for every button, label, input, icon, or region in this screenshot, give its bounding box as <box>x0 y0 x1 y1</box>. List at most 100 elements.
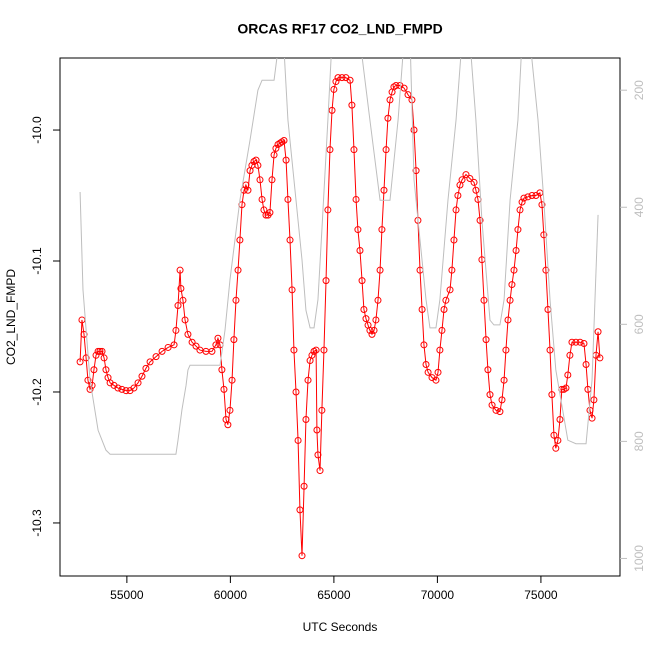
data-point <box>462 171 470 179</box>
data-point <box>594 328 602 336</box>
data-point <box>118 385 126 393</box>
data-point <box>476 216 484 224</box>
data-point <box>312 346 320 354</box>
data-point <box>550 431 558 439</box>
data-point <box>286 236 294 244</box>
data-point <box>236 236 244 244</box>
data-point <box>356 247 364 255</box>
data-point <box>288 286 296 294</box>
y-tick-label: -10.2 <box>30 378 44 406</box>
data-point <box>512 247 520 255</box>
data-point <box>88 381 96 389</box>
data-point <box>524 193 532 201</box>
data-point <box>122 387 130 395</box>
data-point <box>448 266 456 274</box>
data-point <box>92 351 100 359</box>
data-point <box>188 338 196 346</box>
data-point <box>214 334 222 342</box>
data-point <box>314 451 322 459</box>
data-point <box>354 226 362 234</box>
data-point <box>492 406 500 414</box>
data-point <box>546 346 554 354</box>
y2-tick-label: 600 <box>632 314 646 334</box>
data-point <box>220 385 228 393</box>
data-point <box>432 376 440 384</box>
data-point <box>596 354 604 362</box>
y-tick-label: -10.0 <box>30 116 44 144</box>
data-point <box>564 371 572 379</box>
data-point <box>328 106 336 114</box>
plot-area <box>76 58 604 560</box>
data-point <box>181 316 189 324</box>
data-point <box>304 376 312 384</box>
data-point <box>378 226 386 234</box>
data-point <box>440 305 448 313</box>
data-point <box>350 146 358 154</box>
data-point <box>518 198 526 206</box>
data-point <box>392 82 400 90</box>
y2-tick-label: 400 <box>632 197 646 217</box>
data-point <box>76 358 84 366</box>
data-point <box>520 194 528 202</box>
data-point <box>290 346 298 354</box>
data-point <box>316 467 324 475</box>
pressure-line <box>79 58 599 455</box>
data-point <box>470 178 478 186</box>
data-point <box>362 315 370 323</box>
data-point <box>152 353 160 361</box>
data-point <box>582 360 590 368</box>
data-point <box>438 326 446 334</box>
data-point <box>86 385 94 393</box>
x-tick-label: 55000 <box>110 588 144 602</box>
data-point <box>572 338 580 346</box>
data-point <box>500 376 508 384</box>
data-point <box>208 347 216 355</box>
y-tick-label: -10.3 <box>30 509 44 537</box>
y2-tick-label: 800 <box>632 431 646 451</box>
data-point <box>302 415 310 423</box>
data-point <box>146 358 154 366</box>
data-point <box>96 347 104 355</box>
data-point <box>540 231 548 239</box>
data-point <box>218 366 226 374</box>
data-point <box>308 351 316 359</box>
data-point <box>436 346 444 354</box>
data-point <box>556 415 564 423</box>
data-point <box>164 343 172 351</box>
data-point <box>538 201 546 209</box>
data-point <box>324 206 332 214</box>
data-point <box>360 305 368 313</box>
data-point <box>266 209 274 217</box>
data-point <box>420 341 428 349</box>
data-point <box>488 401 496 409</box>
data-point <box>510 266 518 274</box>
data-point <box>244 186 252 194</box>
data-point <box>326 146 334 154</box>
y2-tick-label: 200 <box>632 80 646 100</box>
data-point <box>272 144 280 152</box>
data-point <box>446 286 454 294</box>
data-point <box>466 174 474 182</box>
data-point <box>472 186 480 194</box>
data-point <box>226 406 234 414</box>
data-point <box>332 78 340 86</box>
data-point <box>450 236 458 244</box>
data-point <box>576 338 584 346</box>
data-point <box>90 366 98 374</box>
data-point <box>410 126 418 134</box>
y2-tick-label: 1000 <box>632 545 646 572</box>
data-point <box>458 176 466 184</box>
data-point <box>412 167 420 175</box>
data-point <box>454 192 462 200</box>
data-point <box>580 340 588 348</box>
data-point <box>566 351 574 359</box>
data-point <box>94 347 102 355</box>
data-point <box>158 347 166 355</box>
data-point <box>296 506 304 514</box>
data-point <box>282 156 290 164</box>
data-point <box>352 195 360 203</box>
chart-title: ORCAS RF17 CO2_LND_FMPD <box>237 21 442 37</box>
data-point <box>320 346 328 354</box>
data-point <box>98 347 106 355</box>
